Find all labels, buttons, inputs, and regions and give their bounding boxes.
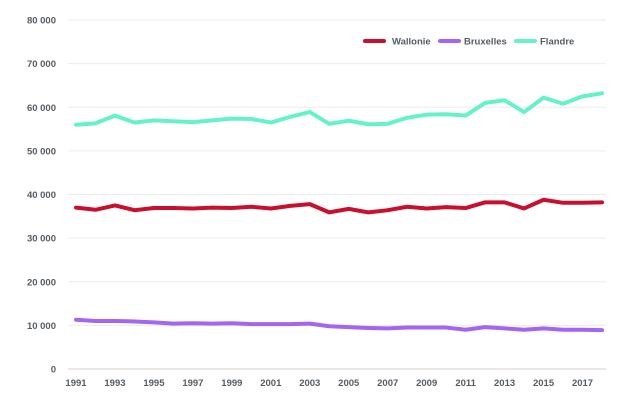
x-tick-label: 2013 bbox=[494, 378, 515, 389]
x-tick-label: 2005 bbox=[338, 378, 360, 389]
y-tick-label: 10 000 bbox=[27, 321, 56, 332]
y-tick-label: 0 bbox=[51, 365, 56, 376]
legend-label: Bruxelles bbox=[464, 37, 507, 48]
x-tick-label: 2007 bbox=[377, 378, 398, 389]
legend-item-wallonie: Wallonie bbox=[363, 37, 431, 48]
legend: Wallonie Bruxelles Flandre bbox=[363, 37, 574, 48]
y-tick-label: 20 000 bbox=[27, 277, 56, 288]
x-tick-label: 2017 bbox=[572, 378, 593, 389]
x-tick-label: 1999 bbox=[221, 378, 242, 389]
y-tick-label: 40 000 bbox=[27, 190, 56, 201]
x-tick-label: 1991 bbox=[65, 378, 87, 389]
x-tick-label: 1993 bbox=[104, 378, 125, 389]
x-axis: 1991 1993 1995 1997 1999 2001 2003 2005 2007 2009… bbox=[65, 368, 606, 389]
y-tick-label: 30 000 bbox=[27, 234, 56, 245]
y-tick-label: 60 000 bbox=[27, 103, 56, 114]
y-axis: 0 10 000 20 000 30 000 40 000 50 000 60 000 70 … bbox=[27, 16, 56, 376]
y-tick-label: 80 000 bbox=[27, 16, 56, 27]
legend-item-bruxelles: Bruxelles bbox=[438, 37, 507, 48]
x-tick-label: 2001 bbox=[260, 378, 282, 389]
series-line-wallonie bbox=[74, 197, 604, 215]
x-tick-label: 2009 bbox=[416, 378, 437, 389]
series-line-bruxelles bbox=[74, 317, 604, 333]
x-tick-label: 2015 bbox=[533, 378, 555, 389]
series-line-flandre bbox=[74, 91, 604, 127]
grid bbox=[68, 19, 606, 326]
legend-label: Wallonie bbox=[392, 37, 431, 48]
y-tick-label: 70 000 bbox=[27, 59, 56, 70]
x-tick-label: 2011 bbox=[455, 378, 476, 389]
legend-item-flandre: Flandre bbox=[514, 37, 574, 48]
x-tick-label: 2003 bbox=[299, 378, 320, 389]
series-lines bbox=[74, 91, 604, 333]
x-tick-label: 1997 bbox=[182, 378, 203, 389]
y-tick-label: 50 000 bbox=[27, 146, 56, 157]
legend-label: Flandre bbox=[540, 37, 574, 48]
x-tick-label: 1995 bbox=[143, 378, 165, 389]
